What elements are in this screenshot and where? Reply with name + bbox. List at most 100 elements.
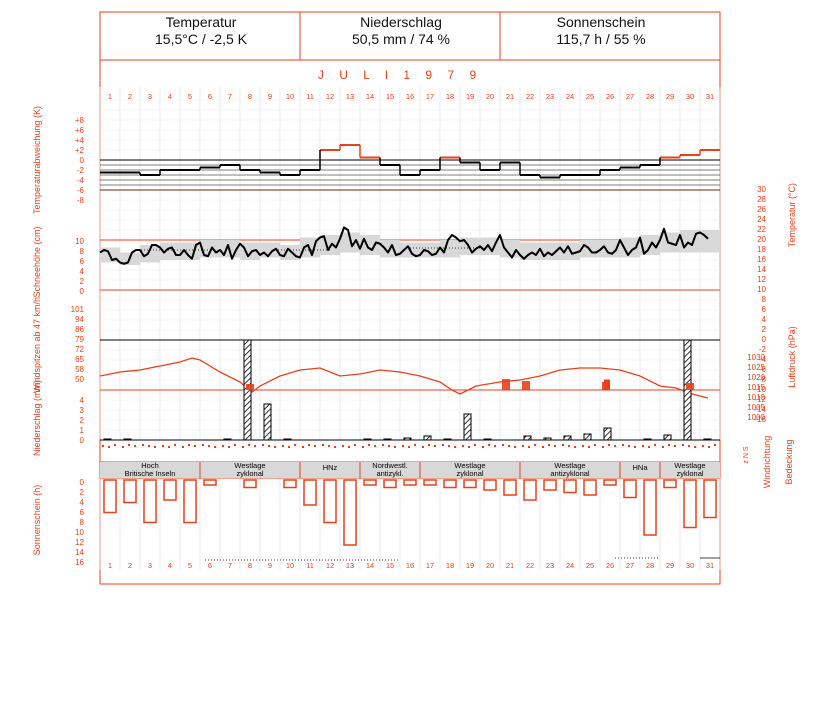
pressure-tick: 1015 bbox=[747, 383, 765, 392]
wind-direction-dot bbox=[494, 445, 496, 447]
temperature-tick: -14 bbox=[754, 405, 766, 414]
wind-direction-dot bbox=[402, 445, 404, 447]
wind-direction-dot bbox=[514, 446, 516, 448]
day-label-top: 1 bbox=[108, 92, 112, 101]
temperature-tick: -2 bbox=[759, 345, 767, 354]
day-label-top: 25 bbox=[586, 92, 594, 101]
wind-tick: 72 bbox=[75, 345, 84, 354]
temperature-tick: 4 bbox=[762, 315, 767, 324]
wind-tick: 65 bbox=[75, 355, 84, 364]
sunshine-bar bbox=[663, 479, 677, 489]
wind-direction-dot bbox=[368, 444, 370, 446]
wind-direction-dot bbox=[482, 446, 484, 448]
wind-direction-dot bbox=[582, 445, 584, 447]
winddir-axis-label: Windrichtung bbox=[762, 436, 772, 489]
wind-direction-dot bbox=[182, 446, 184, 448]
day-label-top: 6 bbox=[208, 92, 212, 101]
wind-tick: 79 bbox=[75, 335, 84, 344]
wind-direction-dot bbox=[308, 444, 310, 446]
pressure-tick: 1030 bbox=[747, 353, 765, 362]
stat-temperature-value: 15,5°C / -2,5 K bbox=[155, 31, 247, 47]
pressure-axis-label: Luftdruck (hPa) bbox=[787, 326, 797, 388]
wind-direction-dot bbox=[168, 446, 170, 448]
weather-type-label: Britische Inseln bbox=[125, 469, 176, 478]
day-label-bottom: 22 bbox=[526, 561, 534, 570]
wind-direction-dot bbox=[108, 446, 110, 448]
sunshine-bar bbox=[543, 479, 557, 491]
stat-precipitation-value: 50,5 mm / 74 % bbox=[351, 31, 451, 47]
temperature-axis-label: Temperatur (°C) bbox=[787, 183, 797, 247]
day-label-top: 15 bbox=[386, 92, 394, 101]
temperature-tick: -4 bbox=[759, 355, 767, 364]
day-label-bottom: 10 bbox=[286, 561, 294, 570]
precip-bar bbox=[663, 434, 672, 441]
wind-direction-dot bbox=[662, 446, 664, 448]
precip-bar bbox=[463, 413, 472, 441]
wind-direction-dot bbox=[354, 444, 356, 446]
wind-direction-dot bbox=[142, 444, 144, 446]
weather-type-label: HNa bbox=[632, 463, 648, 472]
wind-direction-dot bbox=[248, 444, 250, 446]
snow-tick: 4 bbox=[80, 267, 85, 276]
wind-direction-dot bbox=[588, 446, 590, 448]
temperature-range-bar bbox=[440, 240, 460, 258]
precip-bar bbox=[423, 435, 432, 441]
day-label-top: 13 bbox=[346, 92, 354, 101]
wind-direction-dot bbox=[362, 446, 364, 448]
wind-direction-dot bbox=[348, 446, 350, 448]
temperature-tick: 16 bbox=[757, 255, 766, 264]
sunshine-bar bbox=[283, 479, 297, 489]
weather-type-label: antizykl. bbox=[376, 469, 403, 478]
wind-direction-dot bbox=[614, 445, 616, 447]
temperature-tick: 18 bbox=[757, 245, 766, 254]
day-label-bottom: 25 bbox=[586, 561, 594, 570]
sunshine-tick: 14 bbox=[75, 548, 84, 557]
weather-type-label: HNz bbox=[323, 463, 338, 472]
sunshine-bar bbox=[363, 479, 377, 486]
wind-direction-dot bbox=[268, 445, 270, 447]
wind-direction-dot bbox=[714, 444, 716, 446]
wind-tick: 58 bbox=[75, 365, 84, 374]
sunshine-bar bbox=[443, 479, 457, 489]
pressure-tick: 1025 bbox=[747, 363, 765, 372]
wind-direction-dot bbox=[134, 445, 136, 447]
temperature-tick: 14 bbox=[757, 265, 766, 274]
wind-direction-dot bbox=[128, 444, 130, 446]
cloud-axis-label: Bedeckung bbox=[784, 439, 794, 484]
precip-red-bar bbox=[522, 381, 530, 390]
precip-tick: 4 bbox=[80, 396, 85, 405]
day-label-top: 31 bbox=[706, 92, 714, 101]
wind-direction-dot bbox=[448, 445, 450, 447]
precip-bar bbox=[563, 435, 572, 441]
temperature-tick: 30 bbox=[757, 185, 766, 194]
temperature-range-bar bbox=[200, 240, 220, 258]
temp-anomaly-tick: -6 bbox=[77, 186, 85, 195]
sunshine-bar bbox=[183, 479, 197, 524]
sunshine-tick: 2 bbox=[80, 488, 85, 497]
sunshine-bar bbox=[343, 479, 357, 546]
day-label-bottom: 14 bbox=[366, 561, 374, 570]
day-label-top: 17 bbox=[426, 92, 434, 101]
temperature-range-bar bbox=[340, 232, 360, 253]
wind-direction-dot bbox=[542, 446, 544, 448]
day-label-top: 2 bbox=[128, 92, 132, 101]
stat-temperature: Temperatur 15,5°C / -2,5 K bbox=[101, 14, 301, 48]
wind-direction-dot bbox=[262, 444, 264, 446]
weather-type-label: zyklonal bbox=[456, 469, 483, 478]
wind-direction-dot bbox=[208, 445, 210, 447]
weather-type-label: zyklonal bbox=[676, 469, 703, 478]
day-label-top: 24 bbox=[566, 92, 574, 101]
sunshine-bar bbox=[523, 479, 537, 501]
day-label-top: 26 bbox=[606, 92, 614, 101]
wind-direction-dot bbox=[322, 444, 324, 446]
pressure-tick: 1020 bbox=[747, 373, 765, 382]
precip-bar bbox=[583, 433, 592, 441]
wind-direction-dot bbox=[594, 444, 596, 446]
precip-red-bar bbox=[686, 383, 694, 390]
day-label-top: 21 bbox=[506, 92, 514, 101]
wind-direction-dot bbox=[688, 445, 690, 447]
day-label-top: 29 bbox=[666, 92, 674, 101]
snow-axis-label: Schneehöhe (cm) bbox=[32, 226, 42, 297]
sunshine-bar bbox=[623, 479, 637, 499]
day-label-top: 23 bbox=[546, 92, 554, 101]
